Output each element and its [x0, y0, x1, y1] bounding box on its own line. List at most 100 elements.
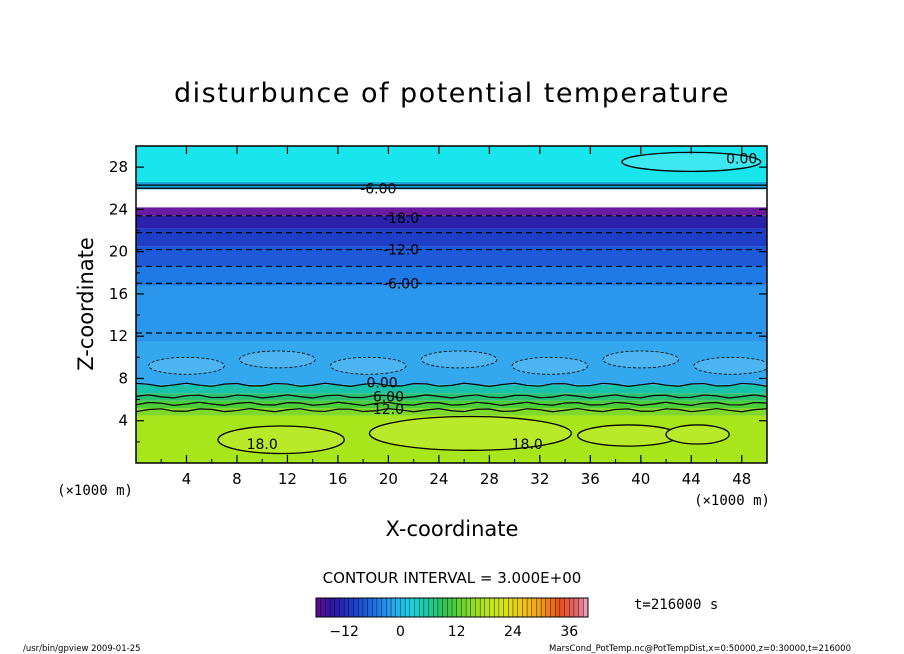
contour-line: [136, 407, 767, 413]
contour-label: 0.00: [367, 376, 398, 392]
contour-label: 6.00: [373, 389, 404, 405]
colorbar-cell: [517, 597, 523, 618]
contour-closed: [368, 415, 573, 451]
contour-dashed-patch: [239, 350, 316, 369]
colorbar-cell: [367, 597, 373, 618]
colorbar-cell: [569, 597, 575, 618]
x-tick-label: 16: [328, 470, 347, 488]
colorbar-cell: [437, 597, 444, 618]
colorbar-cell: [372, 597, 378, 618]
colorbar-cell: [400, 597, 406, 618]
contour-dashed-patch: [602, 350, 680, 369]
colorbar-cell: [578, 597, 584, 618]
x-tick-label: 28: [480, 470, 499, 488]
y-tick-label: 20: [109, 243, 128, 261]
colorbar-cell: [512, 597, 519, 618]
contour-dashed-patch: [511, 356, 589, 375]
colorbar-tick-label: 24: [504, 624, 522, 640]
colorbar-cell: [461, 597, 467, 618]
contour-line: [136, 401, 767, 407]
contour-dashed-patch: [329, 356, 407, 375]
contour-label: 12.0: [373, 402, 404, 418]
y-tick-label: 8: [118, 369, 128, 387]
x-axis-label: X-coordinate: [386, 517, 519, 541]
colorbar-cell: [484, 597, 491, 618]
colorbar-cell: [376, 597, 383, 618]
colorbar-cell: [418, 597, 425, 618]
contour-label: -6.00: [360, 181, 396, 197]
colorbar-cell: [494, 597, 500, 618]
colorbar-cell: [428, 597, 434, 618]
contour-closed: [665, 424, 730, 445]
colorbar-cell: [423, 597, 430, 618]
x-tick-label: 4: [182, 470, 192, 488]
colorbar-cell: [433, 597, 439, 618]
x-tick-label: 32: [530, 470, 549, 488]
colorbar-cell: [522, 597, 528, 618]
colorbar-cell: [404, 597, 411, 618]
colorbar-cell: [564, 597, 570, 618]
colorbar-cell: [531, 597, 537, 618]
x-tick-label: 12: [278, 470, 297, 488]
colorbar-cell: [545, 597, 551, 618]
contour-label: -18.0: [383, 211, 419, 227]
field-band: [136, 285, 767, 342]
contour-label: 18.0: [247, 437, 278, 453]
colorbar-cell: [540, 597, 547, 618]
colorbar-cell: [334, 597, 340, 618]
colorbar-cell: [390, 597, 397, 618]
field-band: [136, 215, 767, 229]
colorbar-cell: [498, 597, 505, 618]
colorbar-cell: [315, 597, 322, 618]
plot-frame: [135, 145, 768, 464]
colorbar-cell: [526, 597, 533, 618]
colorbar-cell: [353, 597, 359, 618]
colorbar-cell: [409, 597, 415, 618]
contour-label: -6.00: [383, 276, 419, 292]
colorbar-frame: [315, 597, 589, 618]
y-tick-label: 28: [109, 158, 128, 176]
colorbar-cell: [470, 597, 476, 618]
footer-right: MarsCond_PotTemp.nc@PotTempDist,x=0:5000…: [549, 644, 851, 654]
colorbar-tick-label: −12: [329, 624, 359, 640]
contour-label: 0.00: [726, 152, 757, 168]
colorbar-cell: [536, 597, 542, 618]
x-tick-label: 20: [379, 470, 398, 488]
y-tick-label: 16: [109, 285, 128, 303]
colorbar-cell: [329, 597, 336, 618]
colorbar-cell: [489, 597, 495, 618]
field-band: [136, 266, 767, 286]
contour-line: [136, 382, 767, 387]
y-axis-label: Z-coordinate: [74, 237, 98, 371]
colorbar-cell: [395, 597, 401, 618]
x-tick-label: 24: [429, 470, 448, 488]
colorbar-cell: [325, 597, 331, 618]
colorbar-cell: [414, 597, 420, 618]
colorbar-cell: [442, 597, 448, 618]
colorbar: −12 0 12 24 36: [315, 597, 589, 640]
time-label: t=216000 s: [634, 597, 718, 613]
contour-line: [136, 394, 767, 399]
field-band: [136, 228, 767, 247]
field-band: [136, 246, 767, 267]
y-tick-label: 24: [109, 200, 128, 218]
field-band: [136, 189, 767, 208]
colorbar-cell: [508, 597, 514, 618]
colorbar-cell: [343, 597, 350, 618]
colorbar-cell: [456, 597, 462, 618]
x-tick-label: 8: [232, 470, 242, 488]
colorbar-cell: [348, 597, 355, 618]
colorbar-cell: [451, 597, 458, 618]
x-unit-label: (×1000 m): [694, 493, 770, 509]
colorbar-cell: [554, 597, 561, 618]
colorbar-cell: [573, 597, 580, 618]
contour-closed: [577, 424, 680, 447]
colorbar-cell: [362, 597, 369, 618]
chart-title: disturbunce of potential temperature: [174, 78, 730, 109]
y-tick-label: 12: [109, 327, 128, 345]
colorbar-tick-label: 36: [560, 624, 578, 640]
colorbar-cell: [550, 597, 556, 618]
field-band: [136, 384, 767, 394]
colorbar-cell: [320, 597, 326, 618]
